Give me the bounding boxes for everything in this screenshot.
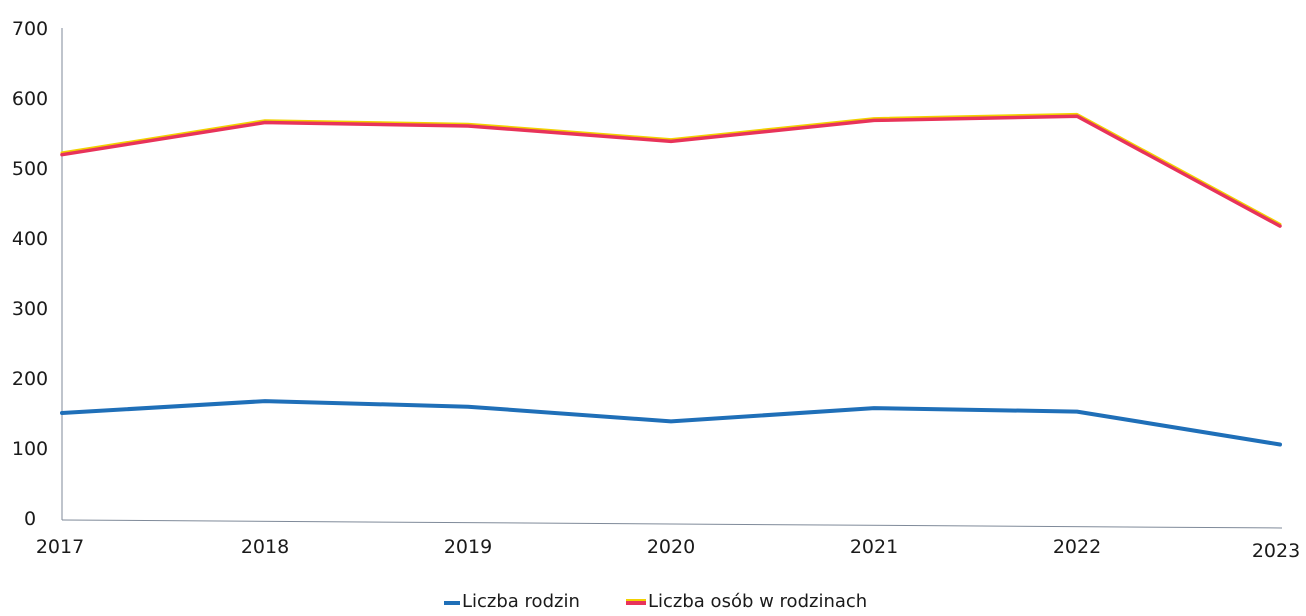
legend-label: Liczba osób w rodzinach [648,591,867,612]
y-tick-label: 0 [24,508,36,530]
x-axis-line [61,519,1283,529]
y-tick-label: 500 [12,158,48,180]
y-tick-label: 700 [12,18,48,40]
x-tick-label: 2021 [850,536,898,558]
y-tick-label: 300 [12,298,48,320]
legend-swatch [444,601,460,605]
legend-swatch [626,601,646,605]
x-tick-label: 2017 [36,536,84,558]
series-lines [60,112,1282,447]
x-tick-labels: 2017 2018 2019 2020 2021 2022 2023 [36,536,1300,562]
series-line-halo [60,112,1282,226]
series-line-liczba-osob [60,114,1282,228]
legend-label: Liczba rodzin [462,591,580,612]
y-tick-label: 600 [12,88,48,110]
x-tick-label: 2023 [1252,540,1300,562]
x-tick-label: 2019 [444,536,492,558]
chart-axes [61,28,1283,529]
legend-swatch-halo [626,599,646,601]
y-tick-label: 200 [12,368,48,390]
legend: Liczba rodzin Liczba osób w rodzinach [444,591,867,612]
y-tick-label: 400 [12,228,48,250]
y-tick-label: 100 [12,438,48,460]
x-tick-label: 2020 [647,536,695,558]
x-tick-label: 2018 [241,536,289,558]
x-tick-label: 2022 [1053,536,1101,558]
y-tick-labels: 0 100 200 300 400 500 600 700 [12,18,48,530]
series-line-liczba-rodzin [60,399,1282,447]
